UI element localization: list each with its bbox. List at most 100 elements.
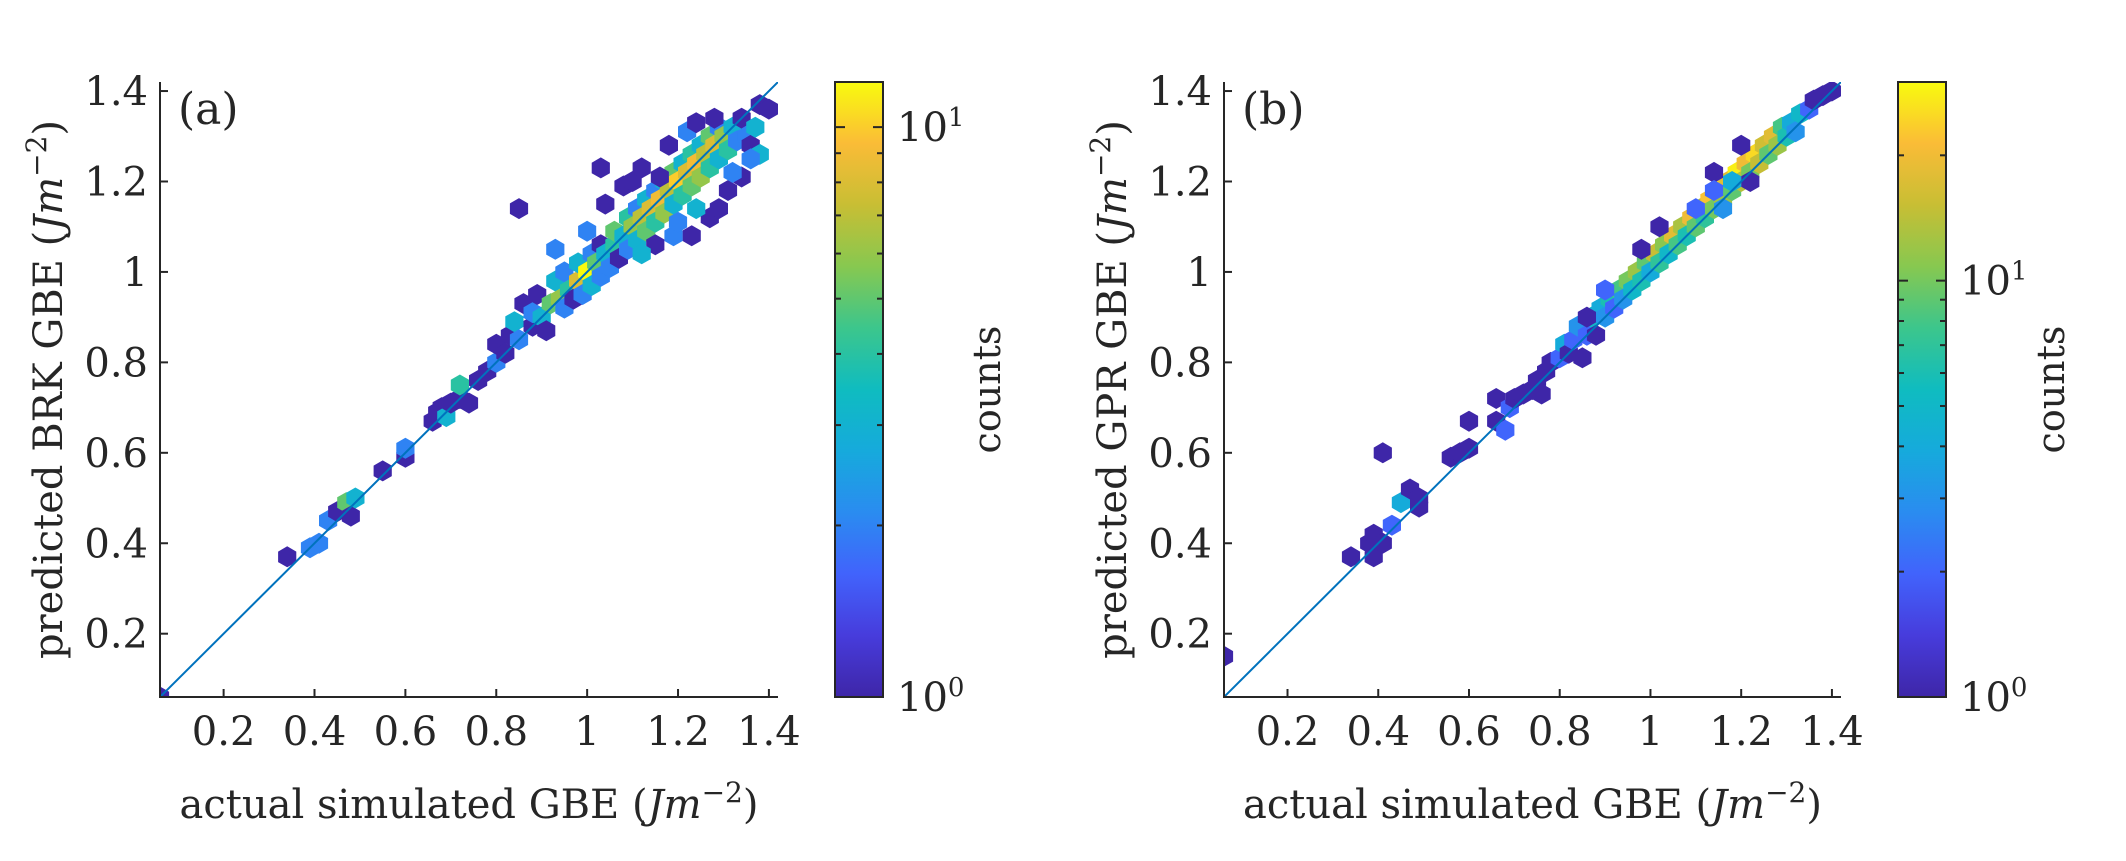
hexbin-cell <box>1410 487 1429 509</box>
y-tick-label: 0.6 <box>84 431 148 477</box>
colorbar-tick-exponent: 1 <box>2011 257 2028 287</box>
colorbar-tick-base: 10 <box>1960 675 2011 721</box>
colorbar-tick-label: 100 <box>1960 673 2027 721</box>
colorbar-label: counts <box>2029 326 2073 454</box>
hexbin-cell <box>1373 532 1392 554</box>
x-axis-label-exponent: −2 <box>1765 776 1806 809</box>
hexbin-cell <box>705 107 724 129</box>
hexbin-cell <box>723 161 742 183</box>
y-axis-label-exponent: −2 <box>20 136 53 177</box>
y-axis-label-unit: Jm <box>26 177 72 238</box>
hexbin-cell <box>555 261 574 283</box>
y-tick-label: 1 <box>123 250 148 296</box>
y-tick-label: 1 <box>1187 250 1212 296</box>
colorbar-tick-label: 101 <box>1960 257 2027 305</box>
hexbin-cell <box>278 546 297 568</box>
hexbin-cell <box>682 225 701 247</box>
x-tick-label: 0.4 <box>283 709 347 755</box>
colorbar-tick-base: 10 <box>897 675 948 721</box>
colorbar-tick-base: 10 <box>1960 259 2011 305</box>
hexbin-cell <box>346 487 365 509</box>
hexbin-cell <box>659 134 678 156</box>
x-tick-label: 1 <box>1638 709 1663 755</box>
y-tick-label: 1.4 <box>84 69 148 115</box>
x-tick-label: 0.8 <box>464 709 528 755</box>
hexbin-cell <box>1573 347 1592 369</box>
hexbin-cell <box>1341 546 1361 568</box>
colorbar-tick-label: 101 <box>897 103 964 151</box>
hexbin-cell <box>509 198 529 220</box>
hexbin-cell <box>396 437 415 459</box>
colorbar-tick-base: 10 <box>897 105 948 151</box>
hexbin-cell <box>687 112 706 134</box>
hexbin-layer <box>1224 82 1841 667</box>
x-axis-label-text: actual simulated GBE <box>180 782 620 828</box>
y-axis-label: predicted BRK GBE (Jm−2) <box>20 120 73 659</box>
x-tick-label: 1.4 <box>1800 709 1864 755</box>
hexbin-cell <box>1532 383 1551 405</box>
x-axis-label-close: ) <box>1806 782 1822 828</box>
x-tick-label: 0.2 <box>192 709 256 755</box>
hexbin-layer <box>160 94 778 697</box>
x-tick-label: 1.2 <box>1709 709 1773 755</box>
x-tick-label: 1.2 <box>646 709 710 755</box>
hexbin-cell <box>1391 492 1410 514</box>
y-tick-label: 1.4 <box>1148 69 1212 115</box>
x-axis-label-exponent: −2 <box>702 776 743 809</box>
panel-a: 0.2 0.4 0.6 0.8 1 1.2 1.40.20.40.60.811.21.4 (a… <box>20 69 1010 828</box>
hexbin-cell <box>632 157 651 179</box>
hexbin-cell <box>578 220 597 242</box>
hexbin-cell <box>1577 306 1596 328</box>
y-axis-label-exponent: −2 <box>1084 136 1117 177</box>
hexbin-cell <box>596 193 615 215</box>
x-axis-label-open: ( <box>619 782 647 828</box>
y-tick-label: 0.4 <box>84 521 148 567</box>
hexbin-cell <box>591 157 610 179</box>
hexbin-cell <box>450 374 469 396</box>
x-axis-label-unit: Jm <box>1704 782 1765 828</box>
axis-frame <box>1223 82 1841 698</box>
hexbin-cell <box>1382 514 1401 536</box>
colorbar-label: counts <box>965 326 1009 454</box>
y-tick-label: 1.2 <box>84 159 148 205</box>
hexbin-cell <box>1632 238 1651 260</box>
hexbin-cell <box>1373 442 1392 464</box>
hexbin-cell <box>505 311 524 333</box>
x-tick-label: 1 <box>574 709 599 755</box>
hexbin-cell <box>1704 180 1724 201</box>
hexbin-cell <box>718 180 738 201</box>
y-axis-label-close: ) <box>1090 120 1136 136</box>
x-axis-label: actual simulated GBE (Jm−2) <box>1243 776 1822 829</box>
hexbin-cell <box>1596 279 1615 301</box>
y-tick-label: 0.2 <box>84 612 148 658</box>
hexbin-cell <box>1224 645 1234 667</box>
colorbar <box>834 81 884 698</box>
hexbin-cell <box>1496 419 1515 441</box>
hexbin-cell <box>373 460 392 482</box>
x-axis-label: actual simulated GBE (Jm−2) <box>180 776 759 829</box>
colorbar-tick-exponent: 1 <box>948 103 965 133</box>
reference-line <box>1224 82 1841 697</box>
hexbin-cell <box>537 320 556 342</box>
x-axis-label-unit: Jm <box>641 782 702 828</box>
y-tick-label: 0.4 <box>1148 521 1212 567</box>
y-tick-label: 0.8 <box>1148 340 1212 386</box>
y-axis-label-close: ) <box>26 120 72 136</box>
reference-line <box>160 82 778 697</box>
panel-b: 0.2 0.4 0.6 0.8 1 1.2 1.4 0.2 0.4 0.6 0.8 1 1.2 1.4 (b… <box>1084 69 2074 828</box>
hexbin-cell <box>1732 134 1751 156</box>
y-axis-label-open: ( <box>1090 231 1136 259</box>
x-axis-label-open: ( <box>1683 782 1711 828</box>
x-tick-label: 1.4 <box>737 709 801 755</box>
colorbar-tick-exponent: 0 <box>2011 673 2028 703</box>
hexbin-cell <box>310 532 329 554</box>
y-axis-label-unit: Jm <box>1090 177 1136 238</box>
hexbin-cell <box>650 166 669 188</box>
y-axis-label-text: predicted GPR GBE <box>1090 259 1136 659</box>
hexbin-cell <box>1786 121 1805 143</box>
hexbin-cell <box>746 116 765 138</box>
y-tick-label: 0.2 <box>1148 612 1212 658</box>
x-tick-label: 0.8 <box>1528 709 1592 755</box>
hexbin-cell <box>741 148 760 170</box>
